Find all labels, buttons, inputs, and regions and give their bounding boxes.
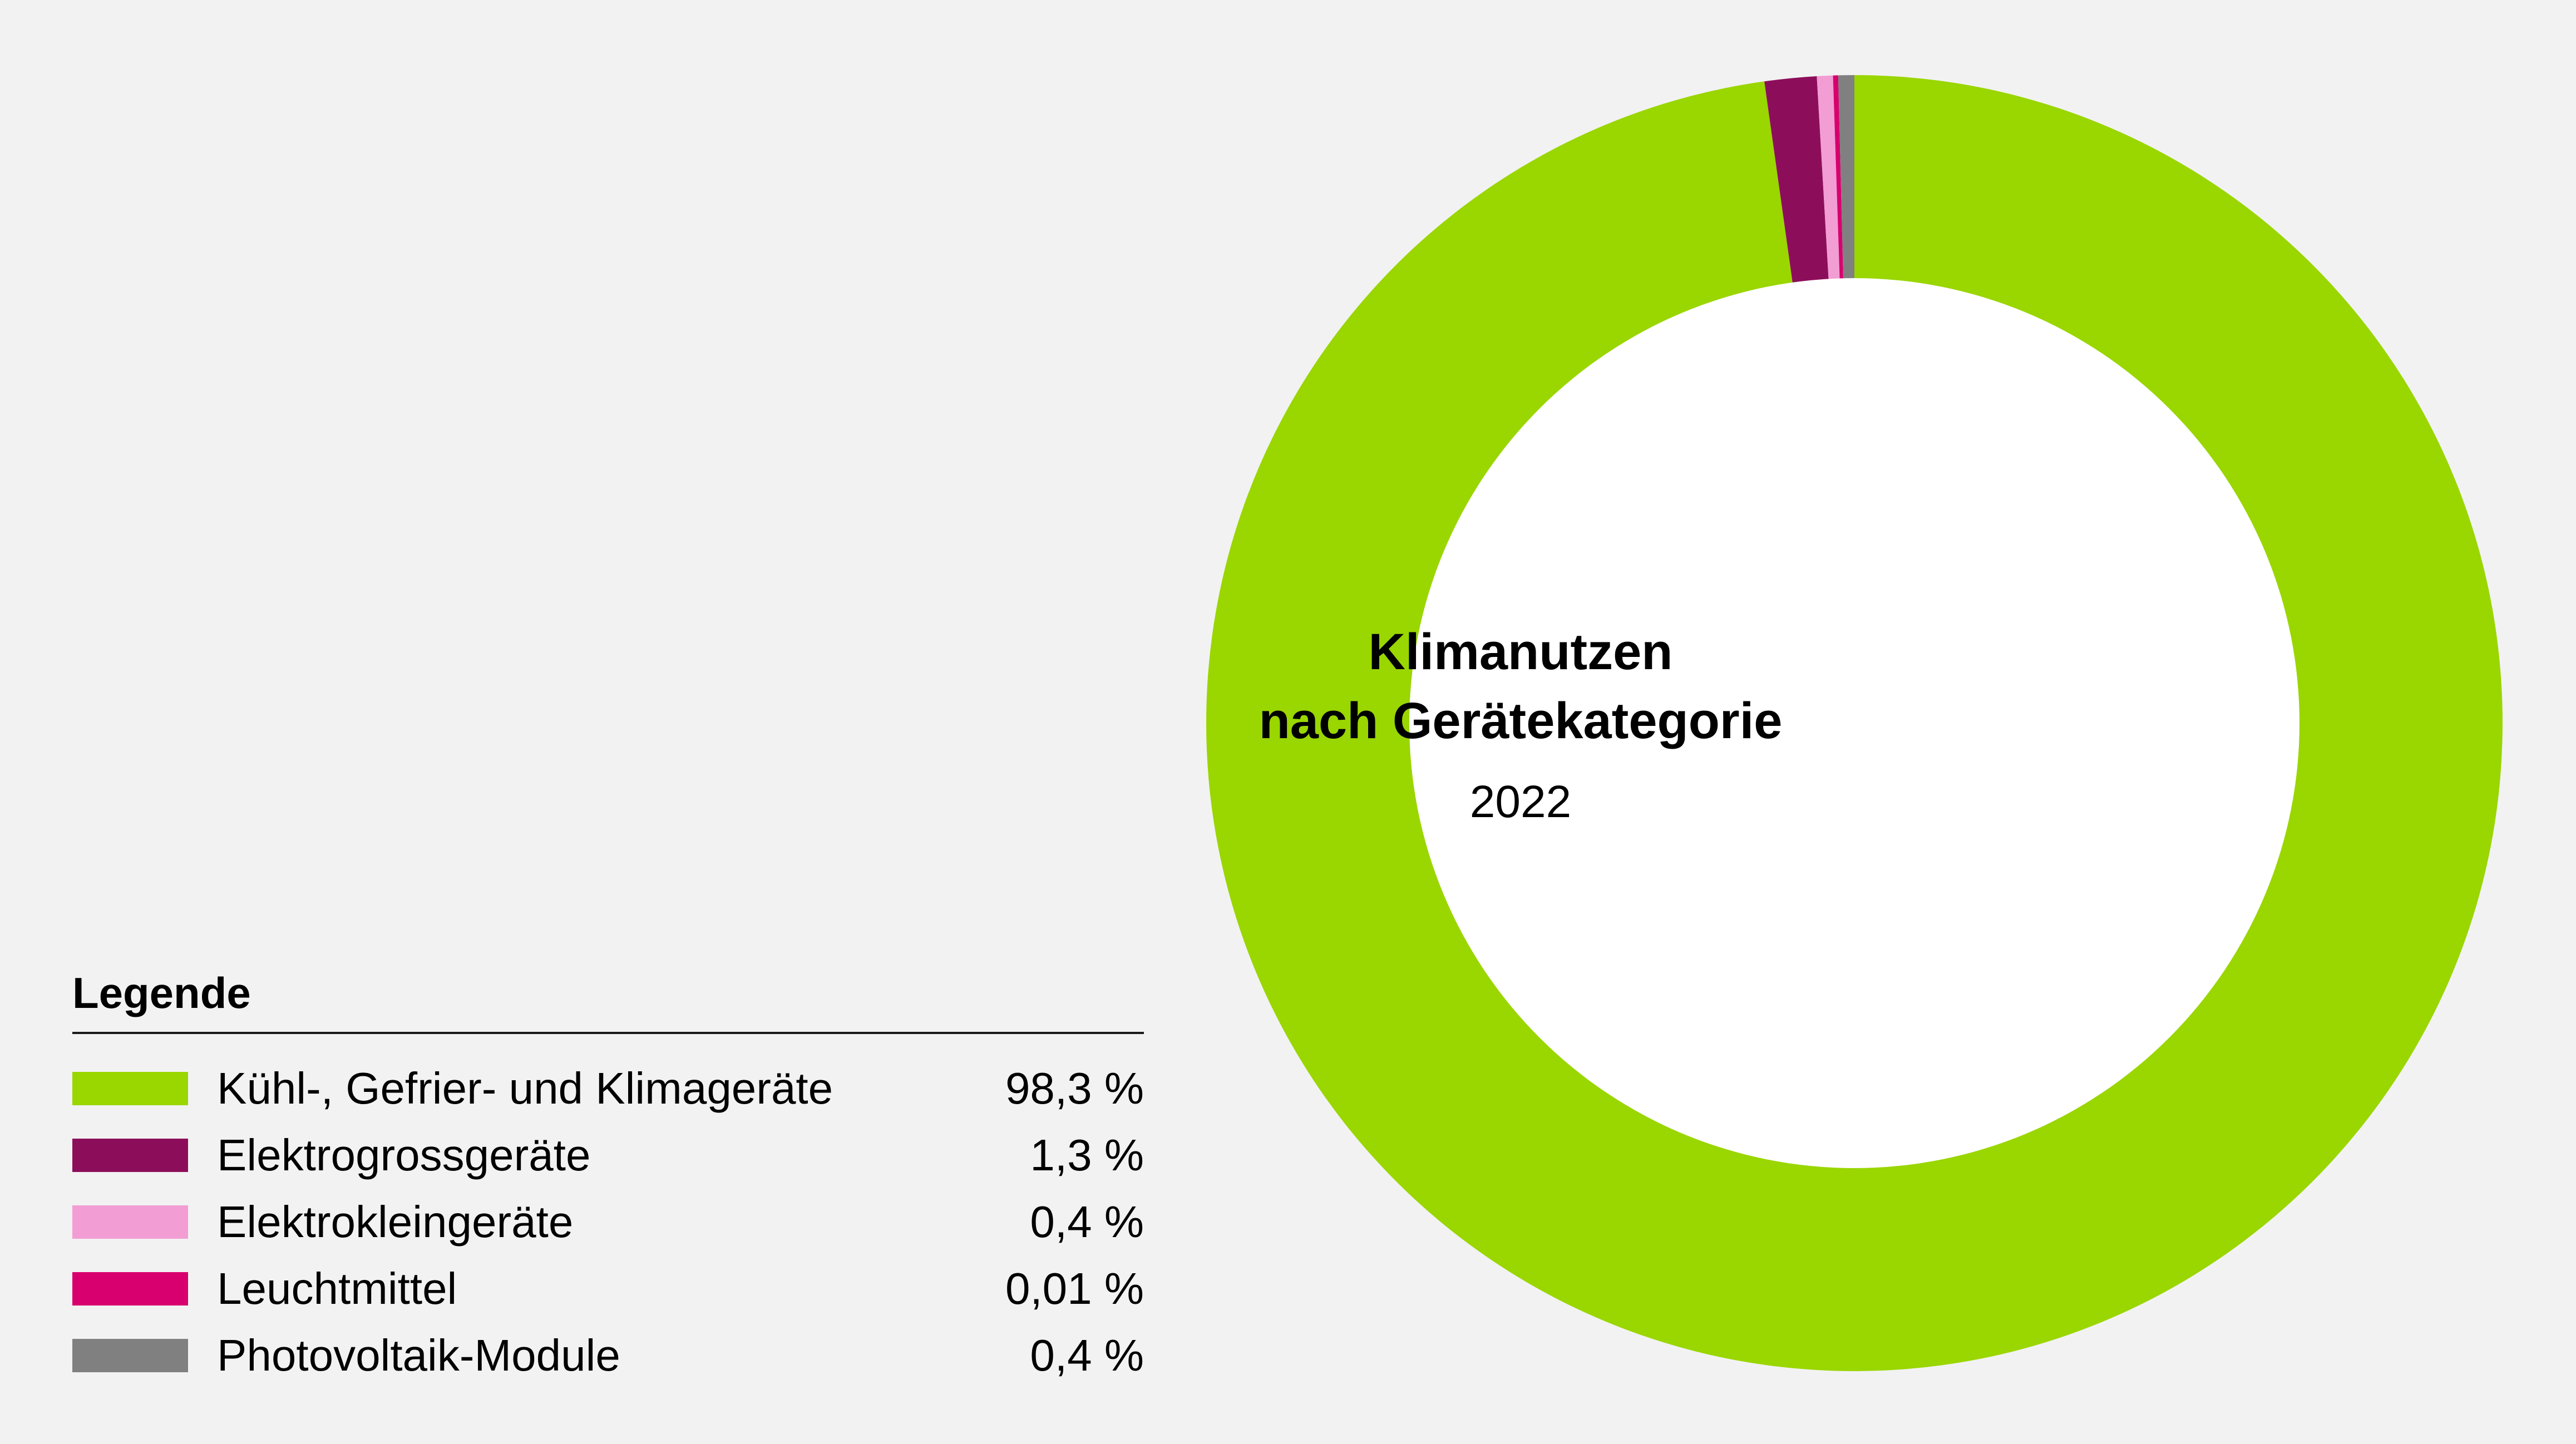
legend-swatch xyxy=(72,1072,188,1105)
legend-swatch xyxy=(72,1272,188,1305)
chart-title-line-1: Klimanutzen xyxy=(1368,624,1673,680)
legend-swatch xyxy=(72,1139,188,1172)
legend-swatch xyxy=(72,1205,188,1239)
legend-item: Photovoltaik-Module 0,4 % xyxy=(72,1322,1144,1389)
chart-subtitle: 2022 xyxy=(1469,777,1572,827)
legend-item: Kühl-, Gefrier- und Klimageräte 98,3 % xyxy=(72,1055,1144,1122)
legend-item: Leuchtmittel 0,01 % xyxy=(72,1255,1144,1322)
legend-value: 0,4 % xyxy=(1030,1331,1144,1380)
legend-label: Leuchtmittel xyxy=(217,1264,457,1313)
legend-label: Elektrokleingeräte xyxy=(217,1197,574,1247)
legend-value: 98,3 % xyxy=(1005,1064,1144,1113)
legend-item: Elektrogrossgeräte 1,3 % xyxy=(72,1122,1144,1189)
legend-title: Legende xyxy=(72,965,1144,1034)
legend-value: 1,3 % xyxy=(1030,1130,1144,1180)
donut-hole xyxy=(1409,278,2299,1168)
legend-list: Kühl-, Gefrier- und Klimageräte 98,3 % E… xyxy=(72,1055,1144,1389)
chart-title: Klimanutzen nach Gerätekategorie xyxy=(1187,617,1854,755)
legend-label: Kühl-, Gefrier- und Klimageräte xyxy=(217,1064,833,1113)
legend: Legende Kühl-, Gefrier- und Klimageräte … xyxy=(72,965,1144,1389)
legend-value: 0,4 % xyxy=(1030,1197,1144,1247)
legend-swatch xyxy=(72,1339,188,1372)
chart-title-line-2: nach Gerätekategorie xyxy=(1259,693,1783,749)
legend-item: Elektrokleingeräte 0,4 % xyxy=(72,1189,1144,1255)
legend-label: Elektrogrossgeräte xyxy=(217,1130,591,1180)
legend-value: 0,01 % xyxy=(1005,1264,1144,1313)
legend-label: Photovoltaik-Module xyxy=(217,1331,620,1380)
